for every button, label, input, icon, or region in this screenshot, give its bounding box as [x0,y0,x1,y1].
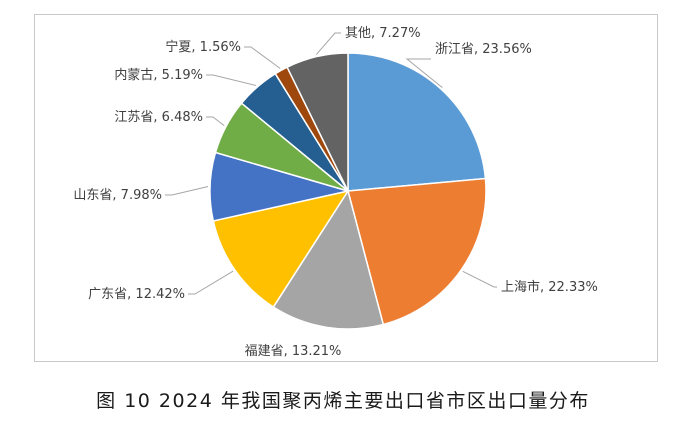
slice-label-4: 广东省, 12.42% [88,287,185,302]
slice-label-6: 江苏省, 6.48% [114,109,203,125]
leader-line-5 [165,186,209,196]
pie-slice-9 [286,52,349,192]
leader-line-9 [315,32,341,55]
leader-line-4 [188,270,234,295]
leader-line-2 [462,270,497,288]
leader-line-8 [244,46,281,69]
slice-label-8: 宁夏, 1.56% [165,39,241,55]
slice-label-7: 内蒙古, 5.19% [114,67,203,83]
slice-label-9: 其他, 7.27% [345,26,421,41]
leader-line-7 [206,74,257,86]
slice-label-2: 上海市, 22.33% [501,279,598,295]
pie-slice-3 [272,189,385,330]
figure-caption: 图 10 2024 年我国聚丙烯主要出口省市区出口量分布 [96,390,590,412]
pie-chart: 浙江省, 23.56% 上海市, 22.33% 福建省, 13.21% 广东省, 12… [73,26,598,359]
slice-label-1: 浙江省, 23.56% [435,42,532,57]
chart-frame: 浙江省, 23.56% 上海市, 22.33% 福建省, 13.21% 广东省, 12… [34,14,658,362]
leader-line-6 [206,116,225,126]
pie-slice-1 [347,52,487,192]
pie-slice-4 [212,189,350,309]
leader-line-1 [405,58,443,88]
pie-slice-2 [347,177,487,326]
slice-label-5: 山东省, 7.98% [73,188,162,203]
slice-label-3: 福建省, 13.21% [245,344,342,359]
